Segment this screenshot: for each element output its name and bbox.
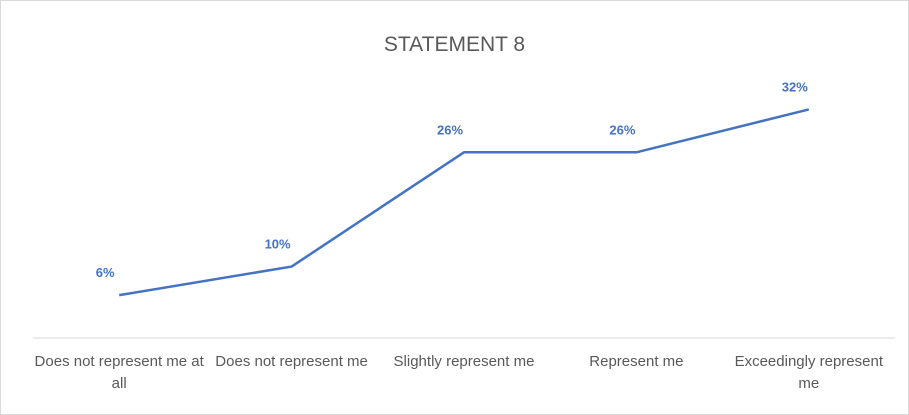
x-tick-label: Does not represent me [215, 353, 368, 370]
x-tick-label: Represent me [589, 353, 684, 370]
data-label: 32% [782, 79, 808, 94]
data-label: 10% [265, 237, 291, 252]
line [118, 108, 810, 297]
x-tick-label: Slightly represent me [393, 353, 535, 370]
chart-title: STATEMENT 8 [383, 33, 526, 56]
data-label: 26% [437, 122, 463, 137]
x-tick-label: Does not represent me at all [34, 353, 204, 392]
data-label: 6% [96, 265, 115, 280]
x-tick-label: Exceedingly represent me [734, 353, 883, 392]
data-label: 26% [609, 122, 635, 137]
